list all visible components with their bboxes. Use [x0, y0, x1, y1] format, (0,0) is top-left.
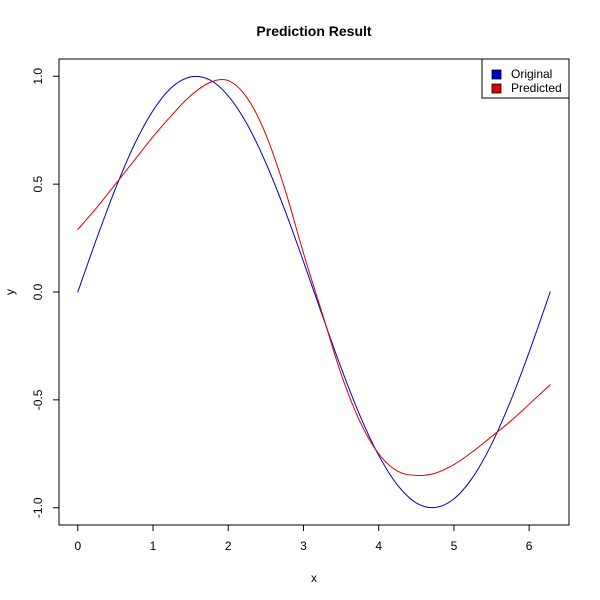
x-tick-label: 1 [150, 539, 157, 553]
x-tick-label: 2 [225, 539, 232, 553]
x-tick-label: 6 [526, 539, 533, 553]
y-axis: -1.0 -0.5 0.0 0.5 1.0 [31, 68, 60, 518]
y-axis-label: y [3, 289, 17, 295]
legend-label-original: Original [511, 67, 552, 81]
x-tick-label: 4 [375, 539, 382, 553]
legend-label-predicted: Predicted [511, 81, 562, 95]
legend-swatch-original [491, 69, 502, 80]
chart-title: Prediction Result [256, 23, 371, 39]
y-tick-label: 0.0 [31, 283, 45, 300]
x-axis: 0 1 2 3 4 5 6 [74, 524, 533, 553]
x-tick-label: 5 [451, 539, 458, 553]
legend-swatch-predicted [491, 83, 502, 94]
y-tick-label: -1.0 [31, 497, 45, 518]
series-group [77, 75, 551, 509]
x-tick-label: 3 [300, 539, 307, 553]
x-tick-label: 0 [74, 539, 81, 553]
y-tick-label: 0.5 [31, 175, 45, 192]
y-tick-label: 1.0 [31, 68, 45, 85]
series-line-predicted [77, 78, 551, 476]
x-axis-label: x [311, 571, 317, 585]
y-tick-label: -0.5 [31, 389, 45, 410]
series-line-original [77, 75, 551, 509]
